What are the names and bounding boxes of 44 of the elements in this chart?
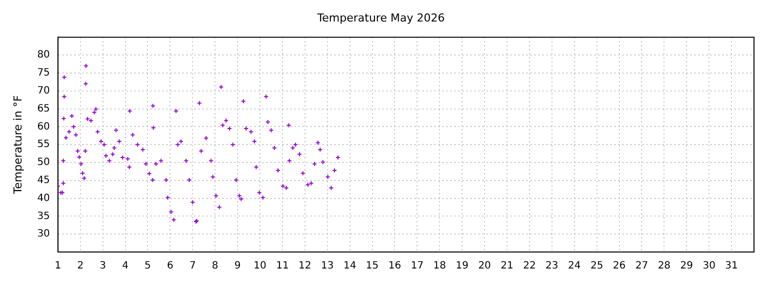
x-tick-label: 18 bbox=[433, 260, 446, 272]
y-tick-label: 60 bbox=[37, 121, 50, 132]
x-tick-label: 12 bbox=[298, 260, 312, 272]
x-tick-label: 19 bbox=[456, 260, 468, 272]
chart-title: Temperature May 2026 bbox=[316, 11, 445, 24]
y-tick-label: 70 bbox=[37, 85, 50, 96]
x-tick-label: 25 bbox=[590, 260, 604, 272]
x-tick-label: 3 bbox=[100, 260, 106, 272]
x-tick-label: 17 bbox=[410, 260, 424, 272]
x-tick-label: 31 bbox=[725, 260, 738, 272]
x-tick-label: 30 bbox=[702, 260, 716, 272]
x-tick-label: 16 bbox=[388, 260, 402, 272]
y-tick-label: 50 bbox=[37, 157, 50, 168]
x-tick-label: 23 bbox=[546, 260, 558, 272]
y-tick-label: 75 bbox=[37, 68, 50, 79]
x-tick-label: 27 bbox=[635, 260, 648, 272]
y-tick-label: 55 bbox=[37, 139, 50, 150]
y-tick-label: 45 bbox=[37, 174, 50, 186]
x-tick-label: 29 bbox=[680, 260, 694, 272]
x-tick-label: 24 bbox=[568, 260, 581, 272]
x-tick-label: 10 bbox=[254, 260, 266, 272]
x-tick-label: 13 bbox=[321, 260, 334, 272]
y-tick-label: 30 bbox=[37, 228, 50, 240]
y-tick-label: 80 bbox=[37, 50, 50, 61]
x-tick-label: 14 bbox=[343, 260, 356, 272]
x-tick-label: 1 bbox=[54, 260, 62, 272]
x-tick-label: 22 bbox=[523, 260, 536, 272]
y-tick-label: 35 bbox=[37, 210, 50, 222]
x-tick-label: 7 bbox=[189, 260, 196, 272]
x-tick-label: 20 bbox=[478, 260, 491, 272]
x-tick-label: 9 bbox=[234, 260, 241, 272]
x-tick-label: 26 bbox=[612, 260, 626, 272]
x-tick-label: 11 bbox=[276, 260, 289, 272]
x-tick-label: 6 bbox=[167, 260, 174, 272]
x-tick-label: 5 bbox=[144, 260, 151, 272]
x-tick-label: 2 bbox=[77, 260, 84, 272]
x-tick-label: 28 bbox=[658, 260, 671, 272]
x-tick-label: 15 bbox=[366, 260, 379, 272]
x-tick-label: 8 bbox=[212, 260, 218, 272]
y-tick-label: 40 bbox=[37, 192, 50, 204]
y-axis-title: Temperature in °F bbox=[11, 95, 24, 195]
x-tick-label: 4 bbox=[122, 260, 128, 272]
y-tick-label: 65 bbox=[37, 103, 50, 114]
x-tick-label: 21 bbox=[500, 260, 514, 272]
